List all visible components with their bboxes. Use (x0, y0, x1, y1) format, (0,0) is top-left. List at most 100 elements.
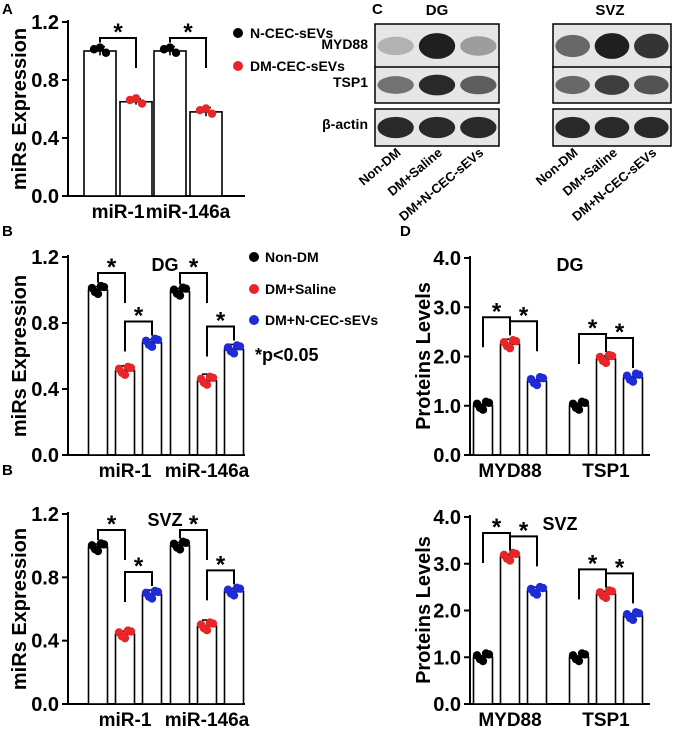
legend-b: Non-DM DM+Saline DM+N-CEC-sEVs *p<0.05 (249, 249, 378, 365)
blot-band (634, 33, 669, 59)
data-point (625, 375, 635, 384)
blot-label-myd88: MYD88 (321, 36, 368, 52)
chart-title: SVZ (147, 510, 182, 530)
bar (114, 370, 136, 456)
x-tick-label: miR-146a (165, 461, 250, 482)
chart-title: DG (152, 255, 179, 275)
data-point (101, 48, 111, 57)
data-point (131, 94, 141, 103)
bar (223, 590, 245, 705)
data-point (226, 589, 236, 598)
y-axis-label: Proteins Levels (413, 536, 435, 684)
legend-dot-n-cec (233, 28, 243, 38)
bar (595, 358, 617, 456)
bar (189, 111, 223, 197)
x-tick-label: MYD88 (478, 710, 541, 729)
y-tick-label: 2.0 (433, 601, 461, 623)
x-tick-label: miR-146a (146, 202, 231, 223)
significance-star: * (588, 550, 598, 577)
pvalue-note: *p<0.05 (255, 345, 319, 365)
y-tick-label: 0.0 (31, 694, 59, 716)
bar (87, 289, 109, 456)
blot-band (460, 75, 497, 95)
data-point (205, 618, 215, 627)
data-point (178, 537, 188, 547)
data-point (150, 586, 160, 596)
data-point (535, 372, 545, 382)
data-point (571, 654, 581, 664)
panel-label-c: C (372, 1, 383, 18)
legend-label-dm-n-cec: DM+N-CEC-sEVs (265, 312, 378, 328)
data-point (508, 548, 518, 558)
y-tick-label: 0.0 (31, 445, 59, 467)
bar (196, 379, 218, 456)
significance-star: * (519, 302, 529, 329)
data-point (604, 586, 614, 595)
bar (119, 100, 153, 197)
significance-star: * (134, 303, 144, 330)
bar (114, 633, 136, 705)
data-point (172, 289, 182, 298)
data-point (604, 350, 614, 360)
data-point (165, 43, 175, 52)
y-tick-label: 1.2 (31, 247, 59, 269)
significance-star: * (492, 298, 502, 325)
significance-star: * (113, 19, 123, 46)
data-point (205, 372, 215, 381)
y-tick-label: 0.8 (31, 567, 59, 589)
significance-star: * (107, 511, 117, 538)
data-point (577, 649, 587, 658)
significance-star: * (107, 254, 117, 281)
significance-bracket (124, 571, 153, 602)
significance-bracket (206, 325, 235, 357)
x-tick-label: miR-1 (99, 710, 152, 729)
y-tick-label: 0.4 (31, 128, 60, 150)
y-tick-label: 0.8 (31, 313, 59, 335)
data-point (631, 369, 641, 378)
bar (153, 50, 187, 197)
data-point (137, 99, 147, 108)
blot-band (418, 33, 456, 59)
blot-band (377, 116, 414, 139)
legend-dot-dm-saline (249, 284, 259, 294)
significance-star: * (492, 514, 502, 541)
bar (169, 544, 191, 705)
blot-title-dg: DG (426, 2, 449, 19)
data-point (481, 649, 491, 658)
data-point (502, 554, 512, 563)
y-tick-label: 1.0 (433, 396, 461, 418)
significance-star: * (216, 307, 226, 334)
legend-label-dm-saline: DM+Saline (265, 281, 336, 297)
significance-star: * (216, 551, 226, 578)
data-point (577, 397, 587, 407)
x-tick-label: miR-146a (165, 710, 250, 729)
data-point (475, 654, 485, 664)
data-point (96, 281, 106, 291)
data-point (598, 591, 608, 601)
significance-bracket (509, 320, 538, 352)
data-point (571, 403, 581, 412)
y-tick-label: 3.0 (433, 297, 461, 319)
panel-label-d: D (400, 223, 411, 240)
chart-title: DG (557, 255, 584, 275)
legend-label-non-dm: Non-DM (265, 249, 319, 265)
blot-band (555, 34, 590, 58)
data-point (123, 362, 133, 372)
bar (83, 50, 117, 197)
data-point (232, 341, 242, 350)
significance-bracket (605, 572, 634, 604)
legend-dot-non-dm (249, 252, 259, 262)
bar (196, 625, 218, 705)
significance-bracket (179, 272, 208, 303)
data-point (90, 287, 100, 297)
bar (141, 593, 163, 705)
data-point (226, 347, 236, 356)
data-point (529, 588, 539, 597)
significance-bracket (179, 529, 208, 560)
significance-star: * (615, 554, 625, 581)
blot-band (594, 116, 630, 139)
y-tick-label: 0.0 (433, 445, 461, 467)
